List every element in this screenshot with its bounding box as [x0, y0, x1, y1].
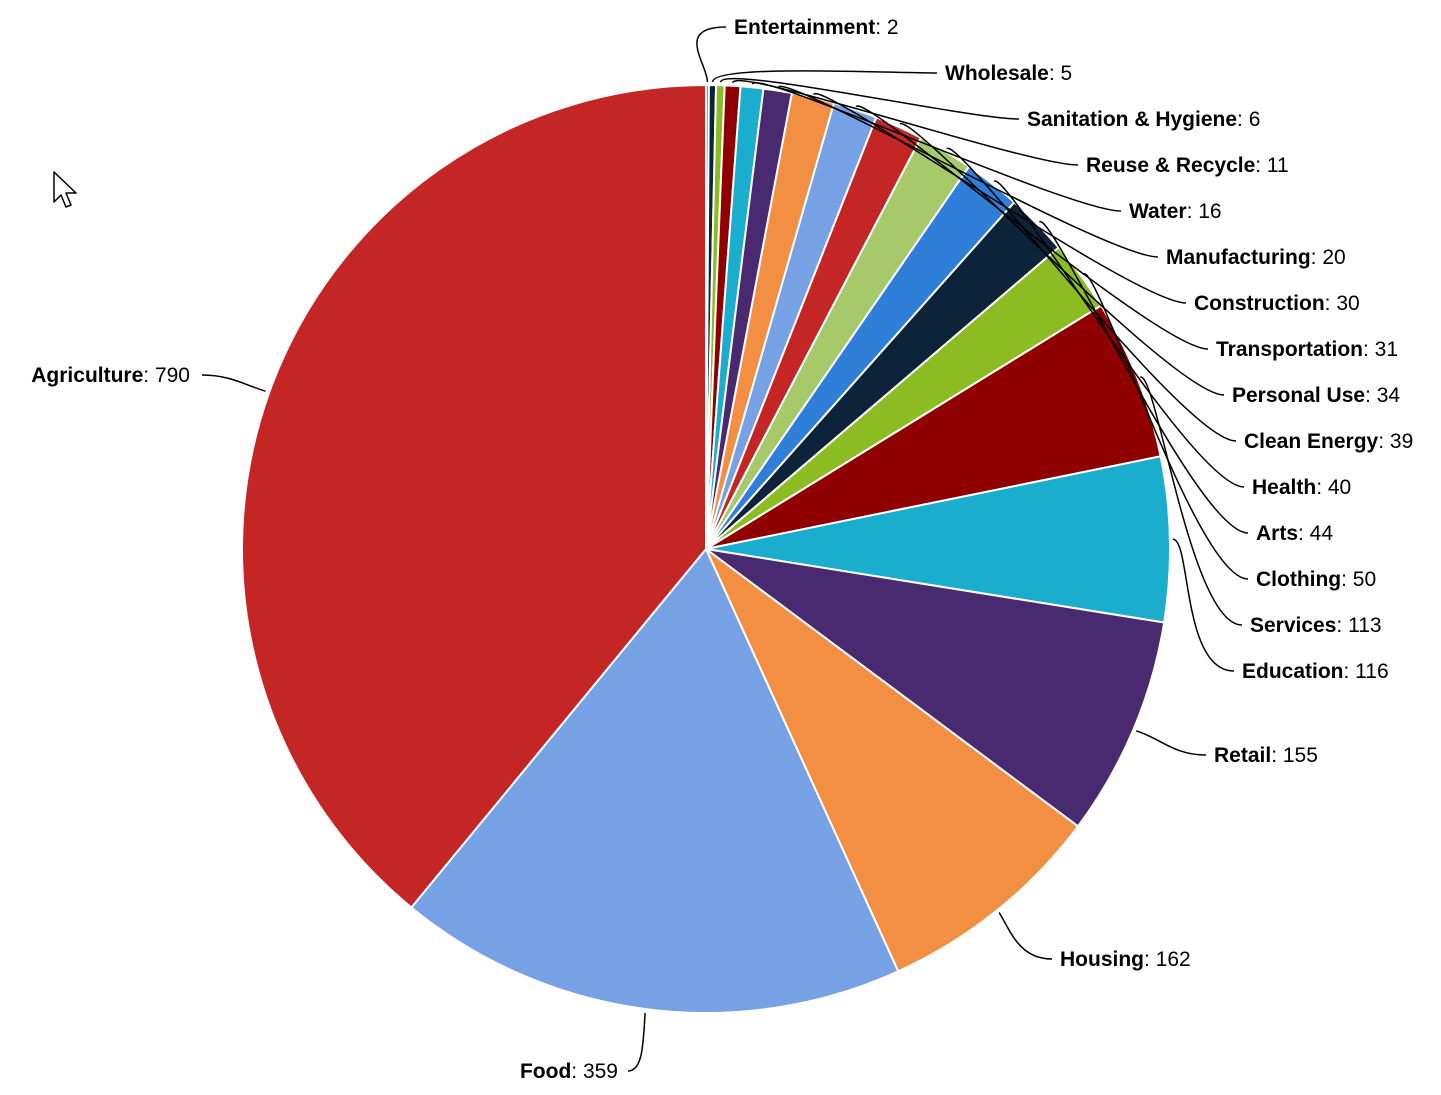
connector-agriculture [201, 374, 266, 392]
slice-label-arts: Arts: 44 [1256, 522, 1333, 545]
pie-slice-housing[interactable] [705, 548, 1080, 973]
slice-label-agriculture: Agriculture: 790 [31, 364, 190, 387]
pie-slice-agriculture[interactable] [241, 83, 707, 909]
slice-label-sanitation-hygiene: Sanitation & Hygiene: 6 [1027, 108, 1260, 131]
slice-label-construction: Construction: 30 [1194, 292, 1360, 315]
connector-services [1139, 376, 1243, 626]
pie-slice-services[interactable] [705, 304, 1162, 550]
slice-label-education: Education: 116 [1242, 660, 1389, 683]
slice-label-retail: Retail: 155 [1214, 744, 1318, 767]
pie-slices [241, 83, 1171, 1014]
connector-retail [1135, 730, 1207, 756]
connector-sanitation-hygiene [719, 77, 1020, 120]
slice-label-health: Health: 40 [1252, 476, 1351, 499]
slice-label-wholesale: Wholesale: 5 [945, 62, 1072, 85]
connector-health [993, 180, 1245, 488]
connector-manufacturing [777, 85, 1159, 258]
connector-education [1172, 538, 1235, 672]
slice-label-manufacturing: Manufacturing: 20 [1166, 246, 1346, 269]
connector-wholesale [711, 70, 938, 83]
connector-clothing [1082, 273, 1249, 580]
pie-slice-food[interactable] [409, 547, 900, 1014]
connector-arts [1038, 221, 1249, 534]
connector-transportation [855, 105, 1209, 350]
slice-label-clean-energy: Clean Energy: 39 [1244, 430, 1413, 453]
slice-label-clothing: Clothing: 50 [1256, 568, 1376, 591]
label-connectors [201, 26, 1249, 1072]
connector-housing [998, 912, 1053, 960]
slice-labels: Entertainment: 2 Wholesale: 5 Sanitation &… [31, 16, 1413, 1083]
connector-water [751, 82, 1122, 212]
slice-label-reuse-recycle: Reuse & Recycle: 11 [1086, 154, 1289, 177]
connector-entertainment [696, 26, 727, 83]
connector-food [627, 1012, 646, 1072]
pie-slice-retail[interactable] [705, 548, 1166, 828]
slice-label-services: Services: 113 [1250, 614, 1382, 637]
pie-slice-education[interactable] [705, 455, 1171, 624]
slice-label-water: Water: 16 [1129, 200, 1222, 223]
connector-reuse-recycle [732, 79, 1079, 166]
slice-label-personal-use: Personal Use: 34 [1232, 384, 1400, 407]
slice-label-entertainment: Entertainment: 2 [734, 16, 899, 39]
mouse-cursor-icon [53, 171, 77, 208]
slice-label-transportation: Transportation: 31 [1216, 338, 1398, 361]
slice-label-food: Food: 359 [520, 1060, 618, 1083]
slice-label-housing: Housing: 162 [1060, 948, 1191, 971]
